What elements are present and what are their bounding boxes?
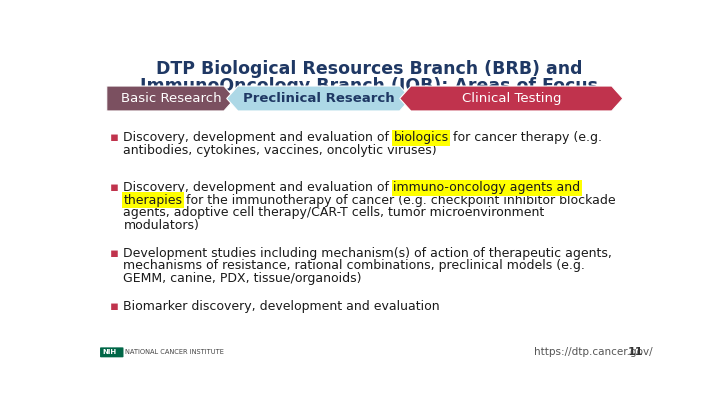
- Text: NATIONAL CANCER INSTITUTE: NATIONAL CANCER INSTITUTE: [125, 350, 224, 355]
- Text: Biomarker discovery, development and evaluation: Biomarker discovery, development and eva…: [124, 300, 440, 313]
- Text: GEMM, canine, PDX, tissue/organoids): GEMM, canine, PDX, tissue/organoids): [124, 272, 362, 285]
- Text: ▪: ▪: [109, 300, 119, 313]
- Text: Discovery, development and evaluation of: Discovery, development and evaluation of: [124, 181, 394, 194]
- Text: ▪: ▪: [109, 181, 119, 194]
- Text: Development studies including mechanism(s) of action of therapeutic agents,: Development studies including mechanism(…: [124, 247, 612, 260]
- Text: therapies: therapies: [124, 194, 182, 207]
- Text: biologics: biologics: [394, 131, 449, 144]
- Text: immuno-oncology agents and: immuno-oncology agents and: [394, 181, 580, 194]
- Text: Basic Research: Basic Research: [120, 92, 221, 105]
- Text: for cancer therapy (e.g.: for cancer therapy (e.g.: [449, 131, 602, 144]
- Polygon shape: [107, 86, 235, 111]
- Text: mechanisms of resistance, rational combinations, preclinical models (e.g.: mechanisms of resistance, rational combi…: [124, 259, 585, 272]
- Text: agents, adoptive cell therapy/CAR-T cells, tumor microenvironment: agents, adoptive cell therapy/CAR-T cell…: [124, 206, 545, 219]
- Text: ▪: ▪: [109, 131, 119, 144]
- Text: ▪: ▪: [109, 247, 119, 260]
- Polygon shape: [400, 86, 623, 111]
- Polygon shape: [227, 86, 411, 111]
- Text: NIH: NIH: [102, 350, 117, 355]
- Text: Preclinical Research: Preclinical Research: [243, 92, 395, 105]
- Text: https://dtp.cancer.gov/: https://dtp.cancer.gov/: [534, 347, 652, 357]
- Text: Discovery, development and evaluation of: Discovery, development and evaluation of: [124, 131, 394, 144]
- Text: modulators): modulators): [124, 219, 199, 232]
- Text: Clinical Testing: Clinical Testing: [462, 92, 561, 105]
- Text: antibodies, cytokines, vaccines, oncolytic viruses): antibodies, cytokines, vaccines, oncolyt…: [124, 144, 437, 157]
- Text: for the immunotherapy of cancer (e.g. checkpoint inhibitor blockade: for the immunotherapy of cancer (e.g. ch…: [182, 194, 616, 207]
- FancyBboxPatch shape: [100, 347, 124, 357]
- Text: DTP Biological Resources Branch (BRB) and: DTP Biological Resources Branch (BRB) an…: [156, 60, 582, 77]
- Text: 11: 11: [628, 347, 644, 357]
- Text: ImmunoOncology Branch (IOB): Areas of Focus: ImmunoOncology Branch (IOB): Areas of Fo…: [140, 77, 598, 95]
